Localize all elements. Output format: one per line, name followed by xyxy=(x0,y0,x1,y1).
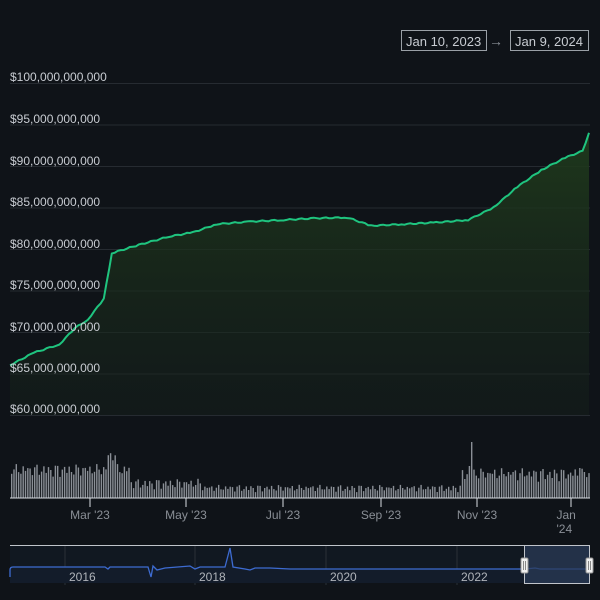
x-tick-label: Nov '23 xyxy=(456,508,498,522)
range-arrow-icon: → xyxy=(489,33,503,49)
navigator-tick-label: 2022 xyxy=(461,570,488,584)
navigator-handle-right[interactable] xyxy=(585,557,594,574)
y-tick-label: $65,000,000,000 xyxy=(10,361,101,375)
x-tick-label: Sep '23 xyxy=(360,508,402,522)
price-line xyxy=(9,132,590,367)
navigator-line xyxy=(9,547,590,578)
x-tick-label: Jul '23 xyxy=(265,508,301,522)
y-tick-label: $80,000,000,000 xyxy=(10,237,101,251)
range-to-input[interactable]: Jan 9, 2024 xyxy=(510,30,589,51)
navigator-tick-label: 2020 xyxy=(330,570,357,584)
y-tick-label: $75,000,000,000 xyxy=(10,278,101,292)
navigator-tick-label: 2016 xyxy=(69,570,96,584)
y-tick-label: $90,000,000,000 xyxy=(10,154,101,168)
area-fill xyxy=(10,132,589,416)
y-tick-label: $85,000,000,000 xyxy=(10,195,101,209)
x-tick-label: May '23 xyxy=(165,508,207,522)
range-from-input[interactable]: Jan 10, 2023 xyxy=(401,30,487,51)
x-axis-ticks xyxy=(89,498,572,507)
y-tick-label: $70,000,000,000 xyxy=(10,320,101,334)
navigator-tick-label: 2018 xyxy=(199,570,226,584)
y-tick-label: $60,000,000,000 xyxy=(10,402,101,416)
navigator-selection[interactable] xyxy=(524,545,590,584)
navigator-area xyxy=(10,548,590,583)
volume-bars xyxy=(11,442,590,498)
y-tick-label: $100,000,000,000 xyxy=(10,70,107,84)
y-tick-label: $95,000,000,000 xyxy=(10,112,101,126)
x-tick-label: Jan '24 xyxy=(556,508,576,536)
navigator-handle-left[interactable] xyxy=(520,557,529,574)
x-tick-label: Mar '23 xyxy=(70,508,110,522)
